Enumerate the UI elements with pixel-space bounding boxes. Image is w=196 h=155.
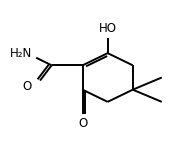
Text: H₂N: H₂N <box>10 47 32 60</box>
Text: O: O <box>78 117 87 130</box>
Text: HO: HO <box>99 22 117 35</box>
Text: O: O <box>22 80 31 93</box>
